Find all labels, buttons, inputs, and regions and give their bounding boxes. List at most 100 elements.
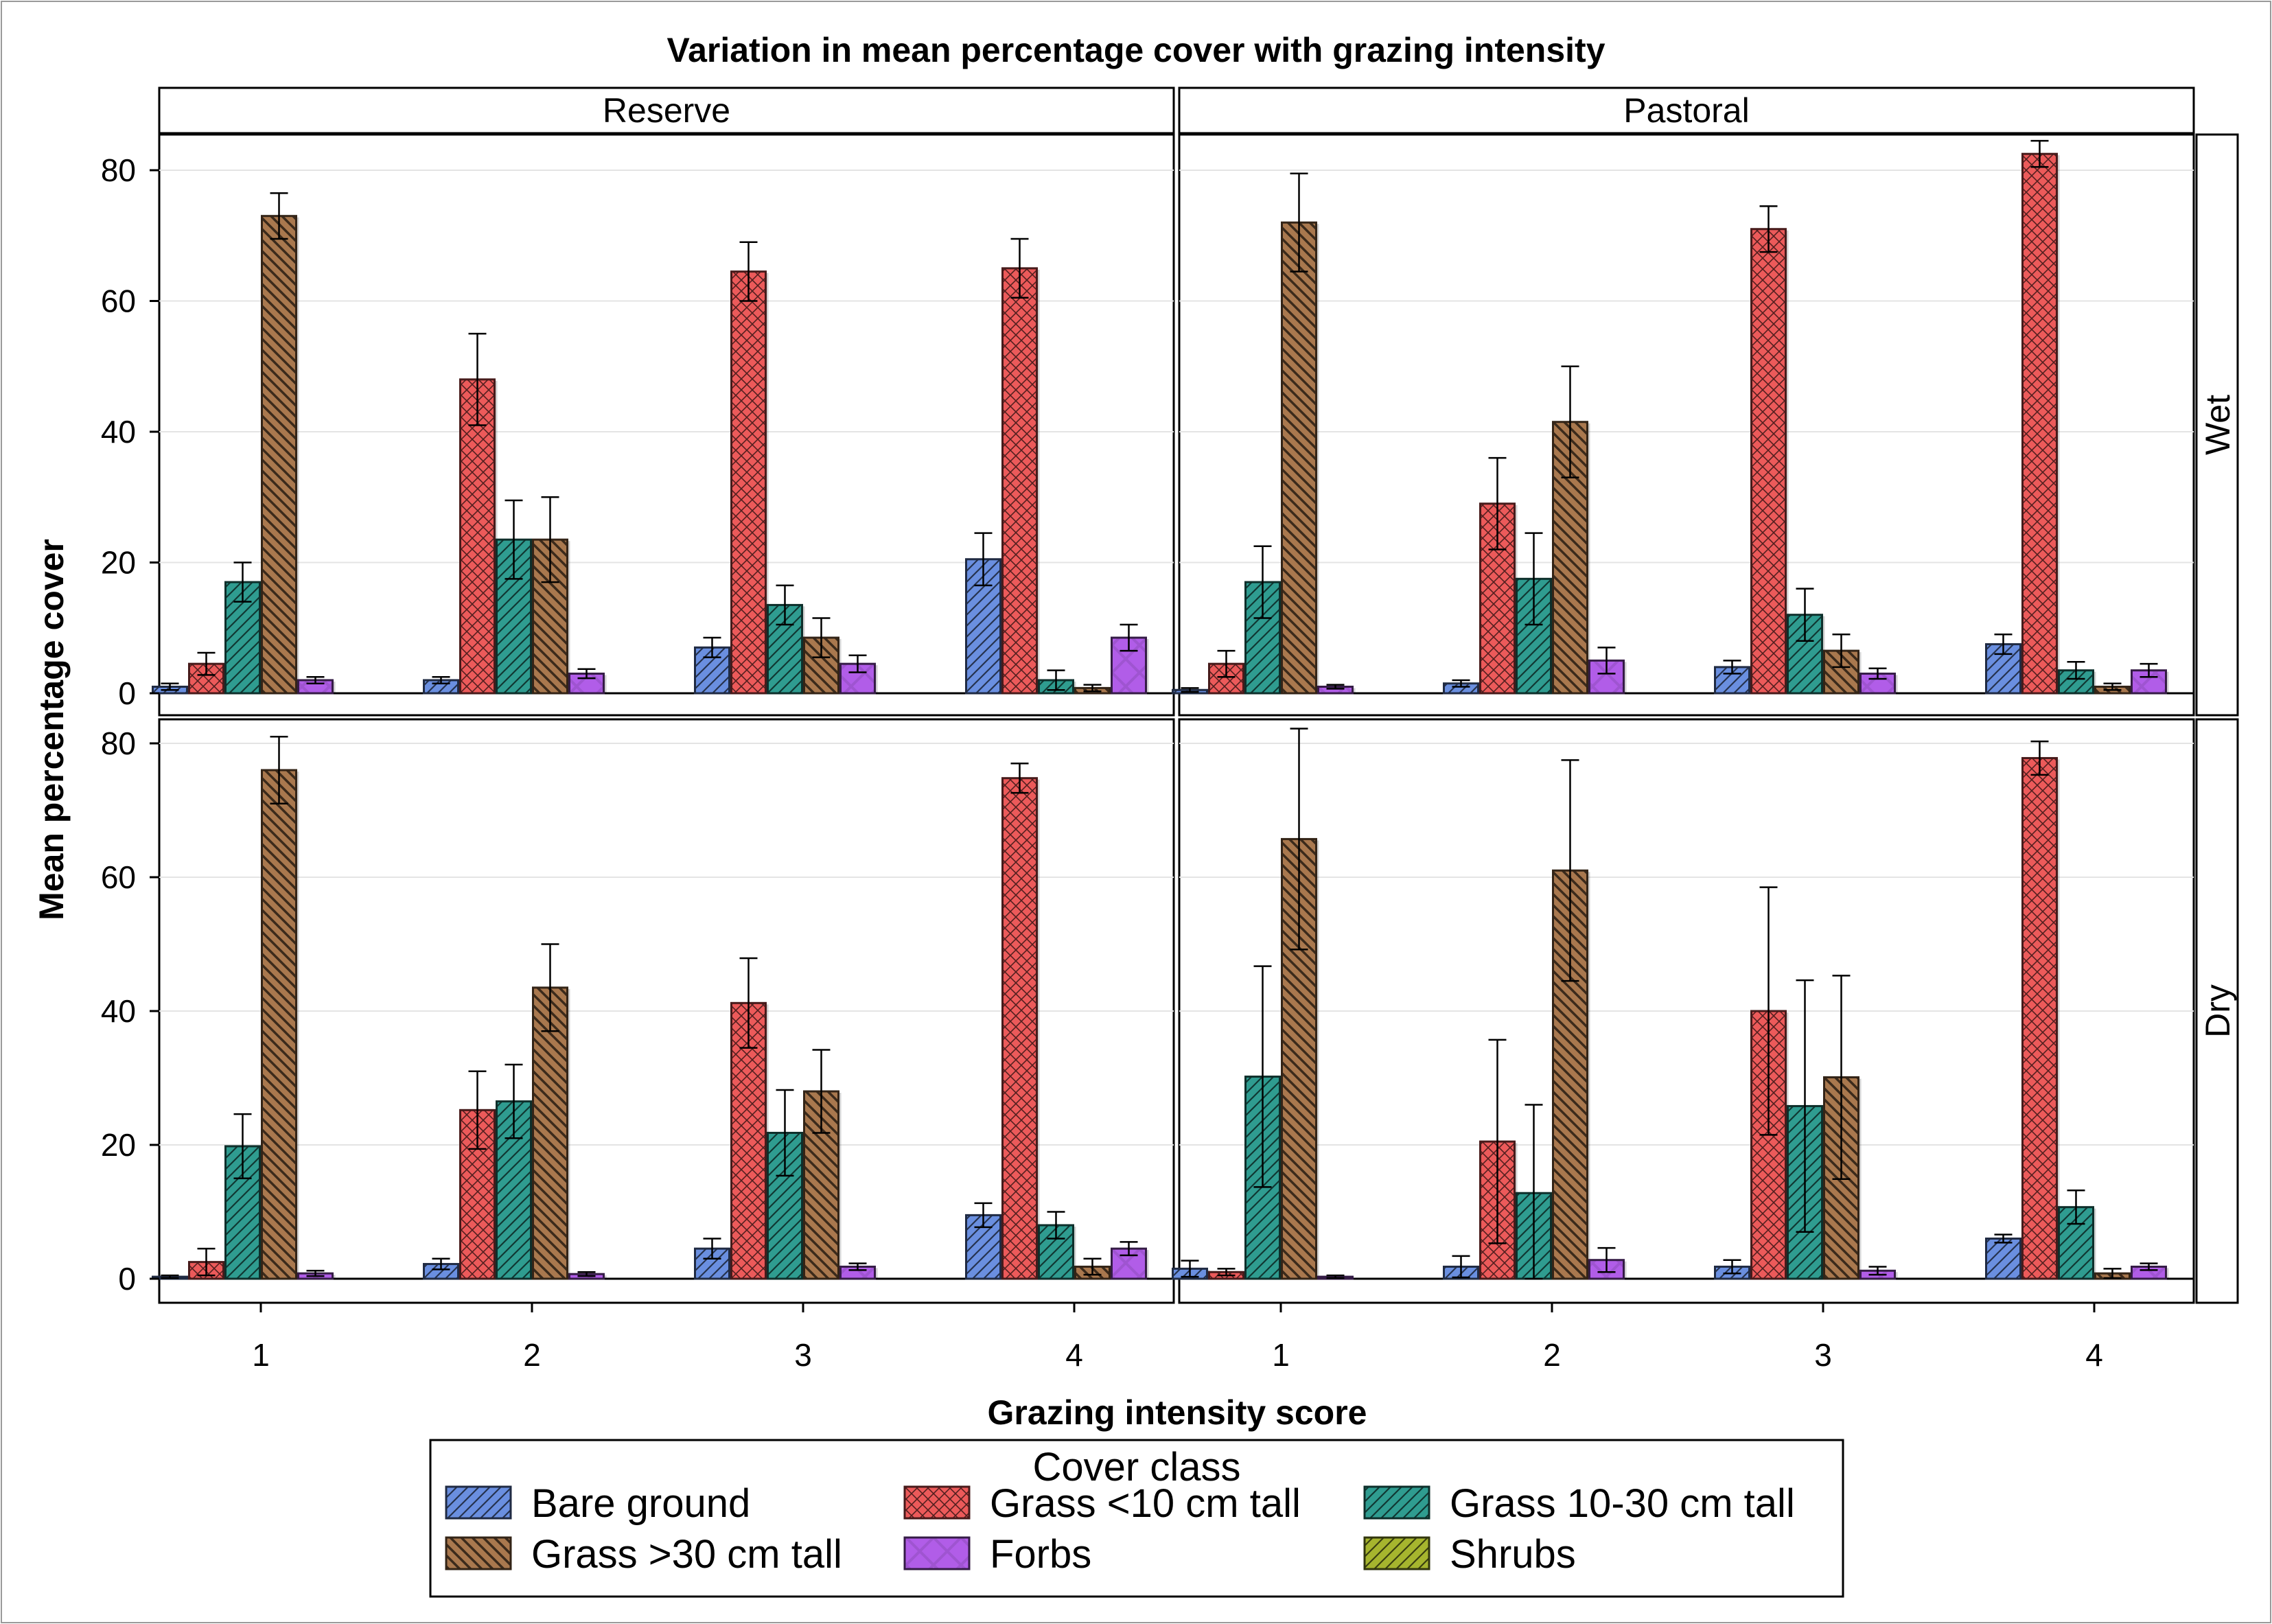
bar-reserve-wet-grass-30-cm-tall-2-errorbar bbox=[541, 496, 559, 583]
bar-reserve-wet-grass-10-30-cm-tall-1-errorbar bbox=[233, 561, 252, 603]
bar-pastoral-wet-grass-30-cm-tall-2-errorbar bbox=[1561, 365, 1579, 478]
panel-pastoral-wet bbox=[1172, 133, 2195, 717]
y-tick-label-dry-60: 60 bbox=[101, 859, 136, 895]
bar-reserve-wet-grass-30-cm-tall-1 bbox=[261, 215, 297, 695]
legend-item-shrubs: Shrubs bbox=[1363, 1532, 1576, 1577]
legend-item-grass-10-cm-tall: Grass <10 cm tall bbox=[903, 1481, 1301, 1526]
bar-reserve-wet-forbs-3 bbox=[839, 662, 876, 695]
bar-reserve-dry-grass-30-cm-tall-2 bbox=[532, 986, 568, 1280]
bar-pastoral-wet-grass-10-30-cm-tall-1 bbox=[1244, 581, 1281, 695]
bar-reserve-dry-bare-ground-2-errorbar bbox=[432, 1257, 450, 1271]
chart-title: Variation in mean percentage cover with … bbox=[666, 31, 1605, 69]
bar-pastoral-dry-bare-ground-4 bbox=[1985, 1238, 2021, 1280]
bar-pastoral-dry-grass-10-30-cm-tall-1-errorbar bbox=[1253, 965, 1272, 1188]
bar-reserve-dry-forbs-2-errorbar bbox=[577, 1271, 596, 1277]
strip-dry: Dry bbox=[2199, 984, 2237, 1038]
bar-pastoral-dry-grass-30-cm-tall-3-errorbar bbox=[1832, 975, 1851, 1180]
x-tick-label-pastoral-3: 3 bbox=[1814, 1337, 1832, 1373]
strip-wet: Wet bbox=[2199, 395, 2237, 455]
bar-reserve-dry-bare-ground-4-errorbar bbox=[974, 1202, 993, 1229]
bar-reserve-dry-bare-ground-1-errorbar bbox=[161, 1274, 179, 1279]
bar-pastoral-wet-grass-30-cm-tall-3-errorbar bbox=[1832, 634, 1851, 669]
strip-pastoral-box bbox=[1178, 86, 2195, 135]
bar-reserve-wet-grass-30-cm-tall-1-errorbar bbox=[270, 192, 288, 240]
bar-reserve-dry-grass-10-cm-tall-4-errorbar bbox=[1010, 763, 1029, 794]
bar-pastoral-wet-grass-10-30-cm-tall-2-errorbar bbox=[1525, 532, 1543, 626]
x-axes-group: 1 2 3 4 1 2 3 4 bbox=[252, 1303, 2103, 1373]
bar-reserve-wet-grass-10-30-cm-tall-3-errorbar bbox=[776, 584, 794, 626]
strip-reserve: Reserve bbox=[603, 91, 730, 130]
bar-pastoral-dry-grass-10-cm-tall-4 bbox=[2021, 756, 2058, 1280]
y-tick-label-wet-80: 80 bbox=[101, 152, 136, 188]
bar-pastoral-wet-forbs-4-errorbar bbox=[2140, 662, 2158, 678]
bar-reserve-dry-forbs-4-errorbar bbox=[1120, 1241, 1138, 1257]
legend-title: Cover class bbox=[1033, 1445, 1241, 1489]
bar-pastoral-dry-grass-10-30-cm-tall-4-errorbar bbox=[2067, 1190, 2085, 1225]
bar-pastoral-wet-grass-10-cm-tall-4 bbox=[2021, 152, 2058, 695]
bar-pastoral-dry-grass-30-cm-tall-4-errorbar bbox=[2103, 1268, 2122, 1279]
y-axis-title: Mean percentage cover bbox=[32, 539, 71, 920]
bar-reserve-dry-grass-10-30-cm-tall-4-errorbar bbox=[1047, 1211, 1065, 1240]
legend-item-grass-10-30-cm-tall: Grass 10-30 cm tall bbox=[1363, 1481, 1795, 1526]
bar-pastoral-dry-forbs-3-errorbar bbox=[1868, 1266, 1887, 1276]
legend-label-forbs: Forbs bbox=[990, 1532, 1091, 1577]
bar-pastoral-dry-forbs-1-errorbar bbox=[1326, 1274, 1345, 1279]
bar-pastoral-dry-bare-ground-4-errorbar bbox=[1994, 1233, 2013, 1244]
x-tick-label-pastoral-2: 2 bbox=[1543, 1337, 1561, 1373]
bar-pastoral-wet-grass-30-cm-tall-4-errorbar bbox=[2103, 682, 2122, 691]
bar-pastoral-dry-forbs-4-errorbar bbox=[2140, 1262, 2158, 1271]
bar-reserve-wet-bare-ground-1-errorbar bbox=[161, 682, 179, 691]
legend-item-bare-ground: Bare ground bbox=[445, 1481, 750, 1526]
y-tick-label-dry-40: 40 bbox=[101, 993, 136, 1029]
strip-pastoral: Pastoral bbox=[1623, 91, 1749, 130]
bar-pastoral-wet-bare-ground-3-errorbar bbox=[1723, 660, 1741, 675]
y-tick-label-wet-0: 0 bbox=[118, 675, 136, 711]
bar-reserve-dry-grass-30-cm-tall-3-errorbar bbox=[812, 1049, 831, 1134]
legend-item-forbs: Forbs bbox=[903, 1532, 1091, 1577]
bar-pastoral-wet-bare-ground-2-errorbar bbox=[1452, 679, 1470, 688]
bar-reserve-wet-grass-10-cm-tall-4 bbox=[1001, 267, 1038, 695]
bar-reserve-wet-grass-10-30-cm-tall-2-errorbar bbox=[505, 499, 523, 580]
bar-pastoral-wet-forbs-3-errorbar bbox=[1868, 667, 1887, 680]
bar-pastoral-wet-bare-ground-1-errorbar bbox=[1181, 687, 1199, 693]
bar-reserve-wet-grass-10-cm-tall-1-errorbar bbox=[197, 651, 216, 676]
bar-reserve-wet-bare-ground-4-errorbar bbox=[974, 532, 993, 587]
bar-pastoral-wet-grass-10-cm-tall-3 bbox=[1750, 228, 1787, 695]
strip-reserve-box bbox=[158, 86, 1175, 135]
bar-reserve-wet-grass-10-cm-tall-4-errorbar bbox=[1010, 237, 1029, 299]
bar-reserve-dry-forbs-1-errorbar bbox=[306, 1270, 325, 1277]
legend-label-bare-ground: Bare ground bbox=[531, 1481, 750, 1526]
bar-reserve-dry-grass-10-cm-tall-3-errorbar bbox=[739, 957, 758, 1049]
bar-pastoral-dry-grass-10-cm-tall-3-errorbar bbox=[1759, 886, 1778, 1136]
bar-reserve-dry-forbs-3-errorbar bbox=[848, 1262, 867, 1271]
bar-reserve-wet-grass-10-30-cm-tall-4-errorbar bbox=[1047, 669, 1065, 691]
y-tick-label-wet-40: 40 bbox=[101, 414, 136, 450]
strip-wet-box bbox=[2195, 133, 2239, 717]
bar-pastoral-wet-grass-10-30-cm-tall-1-errorbar bbox=[1253, 545, 1272, 619]
bar-reserve-dry-grass-30-cm-tall-1-errorbar bbox=[270, 736, 288, 804]
bar-reserve-dry-grass-10-cm-tall-2-errorbar bbox=[468, 1070, 487, 1150]
bar-reserve-dry-grass-10-30-cm-tall-1-errorbar bbox=[233, 1113, 252, 1179]
bar-reserve-wet-forbs-1-errorbar bbox=[306, 675, 325, 684]
bar-pastoral-wet-forbs-1-errorbar bbox=[1326, 684, 1345, 690]
bar-reserve-wet-grass-10-cm-tall-3 bbox=[730, 270, 767, 695]
bar-reserve-wet-grass-30-cm-tall-3-errorbar bbox=[812, 617, 831, 658]
bar-reserve-dry-grass-10-30-cm-tall-3-errorbar bbox=[776, 1089, 794, 1177]
bar-pastoral-wet-grass-30-cm-tall-1 bbox=[1281, 221, 1317, 695]
legend-label-grass-10-cm-tall: Grass <10 cm tall bbox=[990, 1481, 1301, 1526]
y-tick-label-dry-20: 20 bbox=[101, 1127, 136, 1163]
x-tick-label-reserve-1: 1 bbox=[252, 1337, 270, 1373]
bar-reserve-dry-grass-30-cm-tall-4-errorbar bbox=[1083, 1257, 1102, 1276]
x-tick-label-reserve-3: 3 bbox=[794, 1337, 812, 1373]
bar-pastoral-wet-grass-10-30-cm-tall-3-errorbar bbox=[1796, 588, 1814, 642]
panel-reserve-dry bbox=[152, 718, 1175, 1304]
bar-pastoral-wet-bare-ground-4-errorbar bbox=[1994, 634, 2013, 656]
bar-pastoral-dry-grass-30-cm-tall-1-errorbar bbox=[1290, 728, 1308, 951]
bar-pastoral-wet-grass-10-cm-tall-4-errorbar bbox=[2030, 139, 2049, 168]
x-axis-title: Grazing intensity score bbox=[988, 1393, 1367, 1432]
legend-swatch-grass-10-cm-tall bbox=[903, 1485, 971, 1520]
bar-pastoral-dry-bare-ground-2-errorbar bbox=[1452, 1255, 1470, 1279]
panel-pastoral-dry bbox=[1172, 718, 2195, 1304]
bar-pastoral-dry-grass-10-cm-tall-2-errorbar bbox=[1488, 1039, 1507, 1244]
bar-reserve-dry-grass-30-cm-tall-1 bbox=[261, 769, 297, 1280]
